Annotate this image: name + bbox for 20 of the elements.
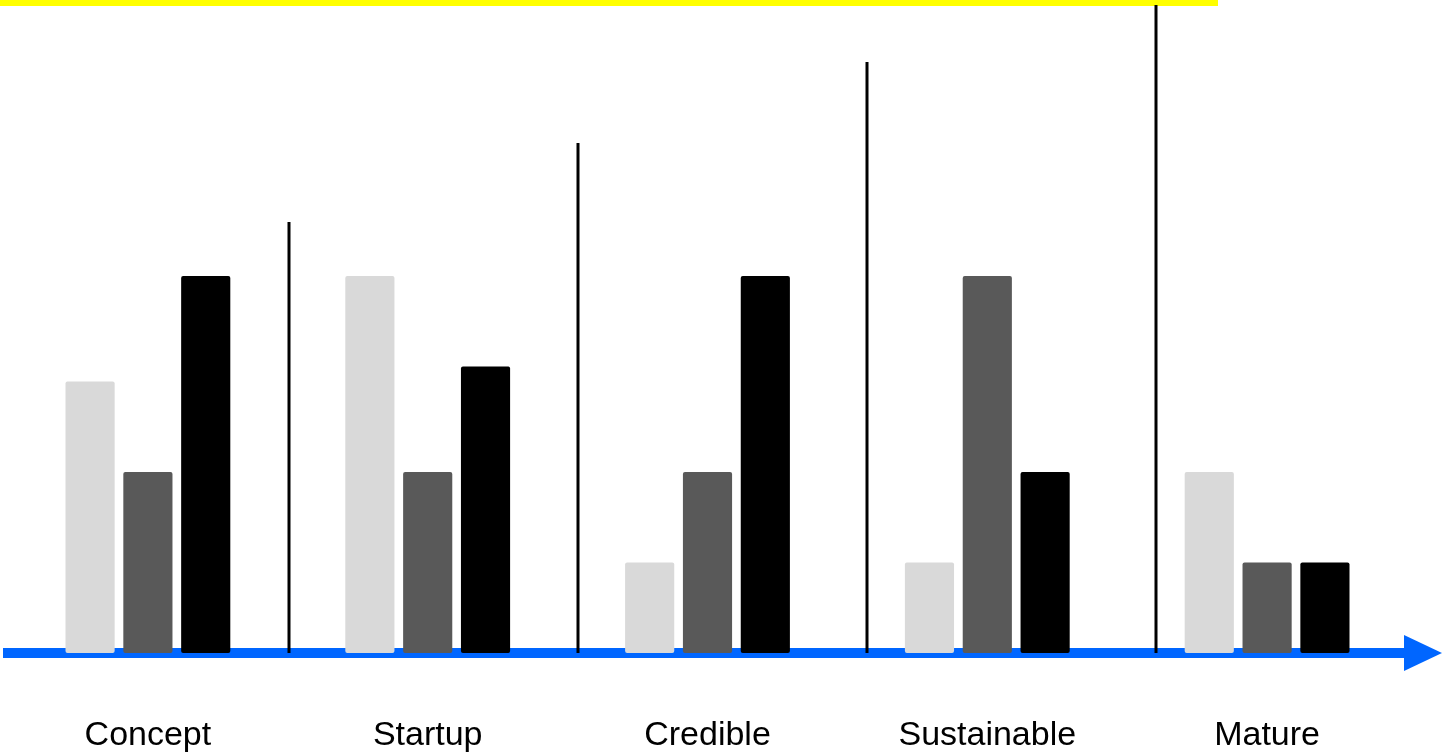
bar bbox=[625, 562, 675, 653]
x-tick-label: Credible bbox=[644, 713, 771, 752]
bar bbox=[345, 276, 395, 653]
x-tick-label: Concept bbox=[84, 713, 212, 752]
bar bbox=[904, 562, 955, 653]
x-tick-label: Sustainable bbox=[898, 713, 1077, 752]
x-tick-label: Mature bbox=[1214, 713, 1321, 752]
bar bbox=[1242, 562, 1292, 653]
bar bbox=[682, 472, 733, 653]
bar bbox=[740, 276, 790, 653]
bar bbox=[1300, 562, 1350, 653]
bar bbox=[181, 276, 231, 653]
bar bbox=[123, 472, 173, 653]
x-tick-label: Startup bbox=[372, 713, 483, 752]
bar bbox=[403, 472, 453, 653]
bar bbox=[1020, 472, 1070, 653]
bar bbox=[1184, 472, 1234, 653]
bar bbox=[65, 381, 115, 653]
bar bbox=[460, 366, 511, 653]
bar bbox=[962, 276, 1012, 653]
